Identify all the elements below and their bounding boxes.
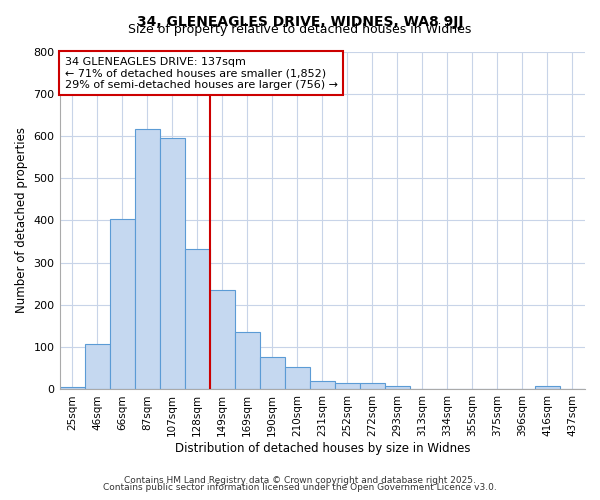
X-axis label: Distribution of detached houses by size in Widnes: Distribution of detached houses by size … xyxy=(175,442,470,455)
Text: Size of property relative to detached houses in Widnes: Size of property relative to detached ho… xyxy=(128,22,472,36)
Bar xyxy=(285,368,310,390)
Bar xyxy=(160,138,185,390)
Text: Contains public sector information licensed under the Open Government Licence v3: Contains public sector information licen… xyxy=(103,484,497,492)
Bar xyxy=(535,386,560,390)
Bar xyxy=(360,383,385,390)
Text: Contains HM Land Registry data © Crown copyright and database right 2025.: Contains HM Land Registry data © Crown c… xyxy=(124,476,476,485)
Bar xyxy=(310,381,335,390)
Y-axis label: Number of detached properties: Number of detached properties xyxy=(15,128,28,314)
Bar xyxy=(185,249,209,390)
Bar xyxy=(134,129,160,390)
Bar xyxy=(260,356,285,390)
Bar xyxy=(85,344,110,390)
Bar xyxy=(385,386,410,390)
Bar xyxy=(335,383,360,390)
Text: 34, GLENEAGLES DRIVE, WIDNES, WA8 9JJ: 34, GLENEAGLES DRIVE, WIDNES, WA8 9JJ xyxy=(137,15,463,29)
Bar xyxy=(235,332,260,390)
Text: 34 GLENEAGLES DRIVE: 137sqm
← 71% of detached houses are smaller (1,852)
29% of : 34 GLENEAGLES DRIVE: 137sqm ← 71% of det… xyxy=(65,56,338,90)
Bar xyxy=(110,219,134,390)
Bar xyxy=(59,386,85,390)
Bar xyxy=(209,290,235,390)
